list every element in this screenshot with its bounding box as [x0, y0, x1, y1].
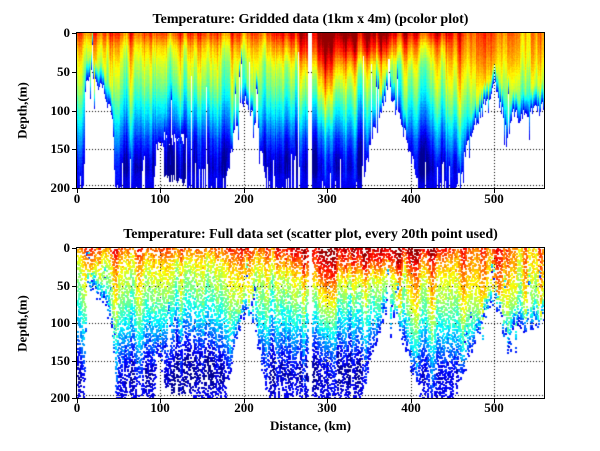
y-tick-label: 150 — [50, 353, 71, 368]
pcolor-plot-canvas — [77, 33, 544, 188]
y-tick-mark — [72, 398, 76, 399]
y-tick-label: 0 — [63, 25, 71, 40]
x-tick-mark — [411, 189, 412, 193]
y-tick-mark — [72, 286, 76, 287]
x-tick-mark — [494, 399, 495, 403]
x-tick-label: 300 — [317, 400, 337, 415]
subplot2-xlabel: Distance, (km) — [270, 418, 351, 433]
x-tick-label: 400 — [401, 400, 421, 415]
x-tick-label: 200 — [234, 400, 254, 415]
x-tick-mark — [411, 399, 412, 403]
y-tick-mark — [72, 248, 76, 249]
x-tick-mark — [77, 399, 78, 403]
y-tick-mark — [72, 33, 76, 34]
subplot1-plot-area — [76, 32, 545, 189]
subplot2-title: Temperature: Full data set (scatter plot… — [123, 227, 498, 242]
y-tick-label: 0 — [63, 240, 71, 255]
x-tick-mark — [77, 189, 78, 193]
x-tick-mark — [244, 399, 245, 403]
subplot1-title: Temperature: Gridded data (1km x 4m) (pc… — [152, 12, 469, 27]
x-tick-mark — [160, 399, 161, 403]
y-tick-label: 200 — [50, 390, 71, 405]
y-tick-label: 150 — [50, 141, 71, 156]
x-tick-mark — [494, 189, 495, 193]
scatter-plot-canvas — [77, 248, 544, 398]
x-tick-label: 400 — [401, 191, 421, 206]
y-tick-label: 100 — [50, 103, 71, 118]
y-tick-mark — [72, 188, 76, 189]
y-tick-label: 100 — [50, 315, 71, 330]
x-tick-label: 500 — [484, 400, 504, 415]
y-tick-mark — [72, 111, 76, 112]
y-tick-mark — [72, 361, 76, 362]
x-tick-label: 100 — [150, 400, 170, 415]
x-tick-label: 0 — [73, 191, 81, 206]
y-tick-mark — [72, 72, 76, 73]
x-tick-label: 100 — [150, 191, 170, 206]
x-tick-mark — [160, 189, 161, 193]
x-tick-label: 500 — [484, 191, 504, 206]
y-tick-label: 200 — [50, 180, 71, 195]
y-tick-label: 50 — [57, 278, 70, 293]
x-tick-label: 200 — [234, 191, 254, 206]
x-tick-mark — [244, 189, 245, 193]
x-tick-label: 300 — [317, 191, 337, 206]
y-tick-label: 50 — [57, 64, 70, 79]
x-tick-label: 0 — [73, 400, 81, 415]
x-tick-mark — [327, 399, 328, 403]
x-tick-mark — [327, 189, 328, 193]
subplot2-plot-area — [76, 247, 545, 399]
y-tick-mark — [72, 323, 76, 324]
y-tick-mark — [72, 149, 76, 150]
